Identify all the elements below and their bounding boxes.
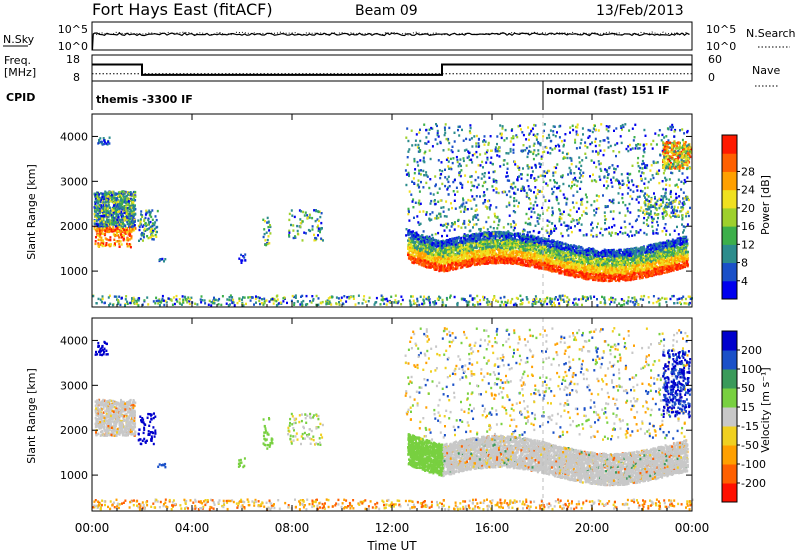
power-colorbar-label: Power [dB]: [759, 175, 772, 235]
power-scatter: [92, 123, 693, 307]
freq-right-tick-top: 60: [708, 53, 722, 66]
colorbar-tick-label: -15: [741, 420, 759, 433]
beam-label: Beam 09: [355, 3, 418, 19]
colorbar-tick-label: 28: [741, 165, 755, 178]
freq-trace: [92, 63, 692, 76]
noise-left-label: N.Sky: [3, 33, 35, 46]
x-tick-label: 00:00: [75, 521, 110, 535]
nave-label: Nave: [752, 64, 780, 77]
noise-panel: N.Sky 10^5 10^0 10^5 10^0 N.Search: [3, 21, 796, 53]
nsearch-line: [93, 31, 690, 36]
y-tick-label: 1000: [60, 265, 88, 278]
velocity-colorbar: 200 100 50 15 -15 -50 -100 -200: [721, 330, 766, 503]
velocity-colorbar-label: Velocity [m s⁻¹]: [759, 367, 772, 452]
nsky-line: [91, 32, 690, 50]
station-title: Fort Hays East (fitACF): [92, 0, 273, 19]
y-tick-label: 3000: [60, 379, 88, 392]
colorbar-tick-label: 16: [741, 220, 755, 233]
x-tick-label: 08:00: [275, 521, 310, 535]
y-tick-label: 2000: [60, 220, 88, 233]
y-tick-label: 4000: [60, 130, 88, 143]
x-tick-label: 00:00: [675, 521, 710, 535]
colorbar-tick-label: 200: [741, 344, 762, 357]
noise-left-tick-bottom: 10^0: [58, 40, 88, 53]
noise-right-tick-top: 10^5: [706, 23, 736, 36]
freq-line: [92, 63, 692, 76]
x-axis: 00:00 04:00 08:00 12:00 16:00 20:00 00:00: [75, 114, 710, 535]
colorbar-tick-label: -100: [741, 458, 766, 471]
x-tick-label: 16:00: [475, 521, 510, 535]
colorbar-tick-label: 15: [741, 401, 755, 414]
colorbar-tick-label: -200: [741, 477, 766, 490]
freq-left-tick-bottom: 8: [73, 71, 80, 84]
colorbar-tick-label: 20: [741, 202, 755, 215]
x-axis-label: Time UT: [366, 539, 417, 553]
x-tick-label: 20:00: [575, 521, 610, 535]
freq-label-line2: [MHz]: [4, 66, 36, 79]
freq-label-line1: Freq.: [4, 54, 31, 67]
freq-panel: Freq. [MHz] 18 8 60 0 Nave: [4, 53, 780, 87]
colorbar-tick-label: 12: [741, 238, 755, 251]
velocity-ylabel: Slant Range [km]: [25, 368, 38, 464]
colorbar-tick-label: -50: [741, 439, 759, 452]
cpid-row: CPID themis -3300 IF normal (fast) 151 I…: [6, 81, 670, 110]
velocity-panel: 1000 2000 3000 4000 Slant Range [km] 200 100…: [25, 317, 772, 512]
noise-right-tick-bottom: 10^0: [706, 40, 736, 53]
power-colorbar: 4 8 12 16 20 24 28: [721, 134, 755, 300]
power-ylabel: Slant Range [km]: [25, 164, 38, 260]
power-yticks: 1000 2000 3000 4000: [60, 130, 692, 278]
velocity-scatter: [92, 327, 694, 511]
y-tick-label: 2000: [60, 424, 88, 437]
freq-left-tick-top: 18: [66, 53, 80, 66]
colorbar-tick-label: 4: [741, 275, 748, 288]
colorbar-tick-label: 100: [741, 363, 762, 376]
x-tick-label: 12:00: [375, 521, 410, 535]
noise-right-label: N.Search: [746, 27, 796, 40]
cpid-label: CPID: [6, 91, 35, 104]
noise-trace: [91, 31, 690, 50]
noise-left-tick-top: 10^5: [58, 23, 88, 36]
date-label: 13/Feb/2013: [596, 3, 684, 19]
x-tick-label: 04:00: [175, 521, 210, 535]
cpid-segment-normal: normal (fast) 151 IF: [546, 84, 670, 97]
freq-right-tick-bottom: 0: [708, 71, 715, 84]
cpid-segment-themis: themis -3300 IF: [96, 93, 193, 106]
y-tick-label: 4000: [60, 334, 88, 347]
power-panel: 1000 2000 3000 4000 Slant Range [km] 4 8 12 16…: [25, 113, 772, 308]
colorbar-tick-label: 50: [741, 382, 755, 395]
y-tick-label: 3000: [60, 175, 88, 188]
velocity-yticks: 1000 2000 3000 4000: [60, 334, 692, 482]
colorbar-tick-label: 24: [741, 184, 755, 197]
y-tick-label: 1000: [60, 469, 88, 482]
colorbar-tick-label: 8: [741, 257, 748, 270]
